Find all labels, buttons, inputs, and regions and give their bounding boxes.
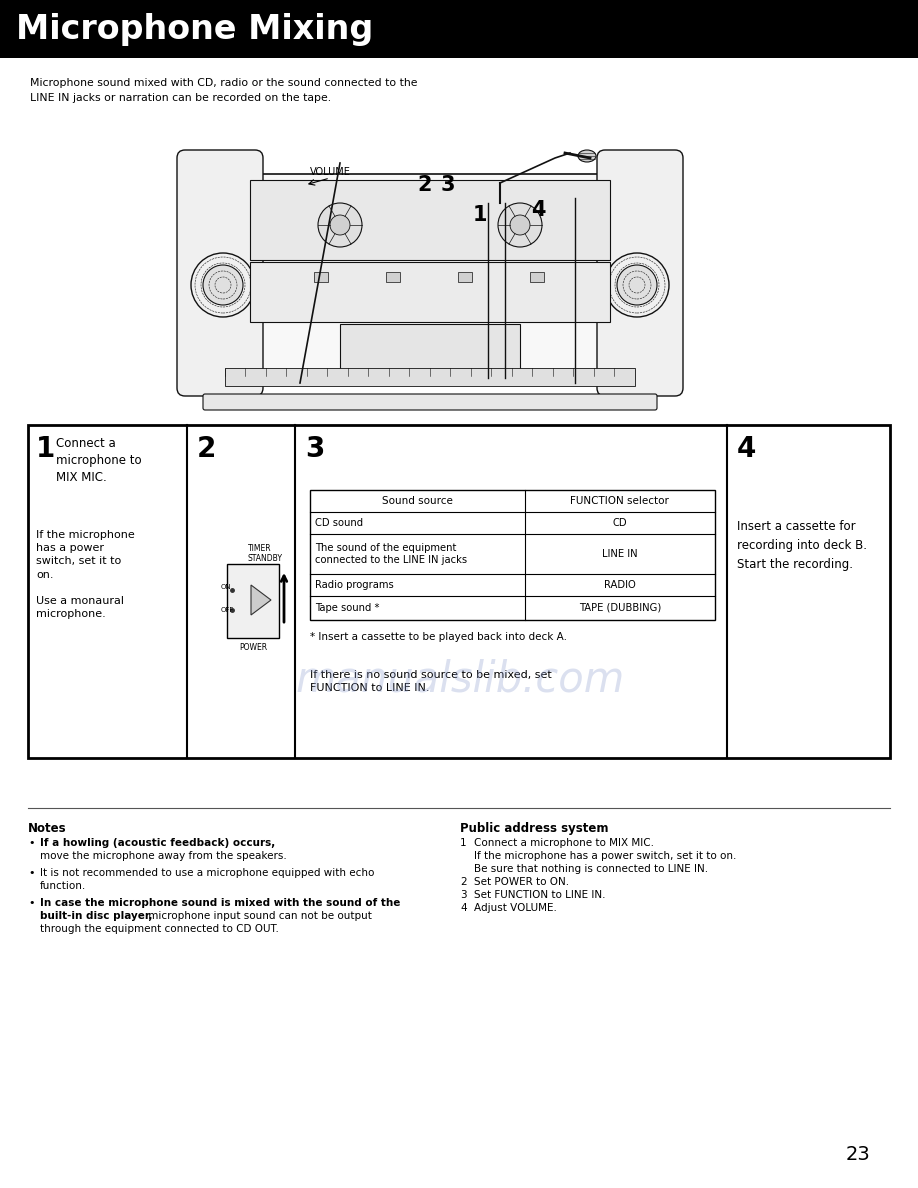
Text: In case the microphone sound is mixed with the sound of the: In case the microphone sound is mixed wi…	[40, 898, 400, 908]
Circle shape	[191, 253, 255, 317]
Text: 1: 1	[473, 206, 487, 225]
Text: move the microphone away from the speakers.: move the microphone away from the speake…	[40, 851, 286, 861]
Text: Tape sound *: Tape sound *	[315, 604, 379, 613]
Text: Connect a microphone to MIX MIC.: Connect a microphone to MIX MIC.	[474, 838, 654, 848]
Text: •: •	[28, 898, 35, 908]
Text: 4: 4	[737, 435, 756, 463]
Bar	[250, 181, 610, 260]
Text: 23: 23	[845, 1145, 870, 1164]
Text: manualslib.com: manualslib.com	[296, 659, 624, 701]
Text: OFF: OFF	[221, 607, 234, 613]
Text: It is not recommended to use a microphone equipped with echo: It is not recommended to use a microphon…	[40, 868, 375, 878]
Circle shape	[330, 215, 350, 235]
Circle shape	[203, 265, 243, 305]
FancyBboxPatch shape	[597, 150, 683, 396]
Text: RADIO: RADIO	[604, 580, 635, 590]
Text: TAPE (DUBBING): TAPE (DUBBING)	[578, 604, 661, 613]
Text: If the microphone
has a power
switch, set it to
on.

Use a monaural
microphone.: If the microphone has a power switch, se…	[36, 530, 135, 619]
Text: ON: ON	[221, 584, 231, 590]
Text: CD: CD	[612, 518, 627, 527]
Text: 4: 4	[531, 200, 545, 220]
Bar	[0, 0, 918, 58]
Text: POWER: POWER	[239, 643, 267, 652]
Text: Set POWER to ON.: Set POWER to ON.	[474, 877, 569, 887]
Text: FUNCTION selector: FUNCTION selector	[570, 497, 669, 506]
Bar	[28, 425, 890, 758]
Text: Insert a cassette for
recording into deck B.
Start the recording.: Insert a cassette for recording into dec…	[737, 520, 867, 571]
Text: TIMER
STANDBY: TIMER STANDBY	[248, 544, 283, 563]
FancyBboxPatch shape	[203, 394, 657, 410]
Text: 4: 4	[460, 903, 466, 914]
Text: The sound of the equipment
connected to the LINE IN jacks: The sound of the equipment connected to …	[315, 543, 467, 565]
Text: If a howling (acoustic feedback) occurs,: If a howling (acoustic feedback) occurs,	[40, 838, 275, 848]
Text: Sound source: Sound source	[382, 497, 453, 506]
Circle shape	[318, 203, 362, 247]
Text: 2: 2	[197, 435, 217, 463]
Bar	[386, 272, 400, 282]
Circle shape	[617, 265, 657, 305]
Ellipse shape	[578, 150, 596, 162]
Text: CD sound: CD sound	[315, 518, 364, 527]
Text: Connect a
microphone to
MIX MIC.: Connect a microphone to MIX MIC.	[56, 437, 141, 484]
Bar	[250, 263, 610, 322]
Bar	[340, 324, 520, 379]
Text: VOLUME: VOLUME	[309, 168, 351, 177]
FancyBboxPatch shape	[177, 150, 263, 396]
Text: Public address system: Public address system	[460, 822, 609, 835]
Text: If the microphone has a power switch, set it to on.: If the microphone has a power switch, se…	[474, 851, 736, 861]
Text: Radio programs: Radio programs	[315, 580, 394, 590]
Polygon shape	[251, 584, 271, 615]
Text: LINE IN jacks or narration can be recorded on the tape.: LINE IN jacks or narration can be record…	[30, 93, 331, 103]
Text: •: •	[28, 868, 35, 878]
Text: 1: 1	[36, 435, 55, 463]
Text: Adjust VOLUME.: Adjust VOLUME.	[474, 903, 557, 914]
Text: 2: 2	[418, 175, 432, 195]
Bar	[458, 272, 472, 282]
Text: 3: 3	[460, 890, 466, 901]
FancyBboxPatch shape	[236, 173, 624, 377]
Bar	[225, 368, 635, 386]
Text: Notes: Notes	[28, 822, 67, 835]
Text: 3: 3	[305, 435, 324, 463]
Bar	[310, 489, 715, 620]
Text: * Insert a cassette to be played back into deck A.: * Insert a cassette to be played back in…	[310, 632, 567, 642]
Text: If there is no sound source to be mixed, set
FUNCTION to LINE IN.: If there is no sound source to be mixed,…	[310, 670, 552, 694]
Text: 1: 1	[460, 838, 466, 848]
Circle shape	[498, 203, 542, 247]
Text: Set FUNCTION to LINE IN.: Set FUNCTION to LINE IN.	[474, 890, 606, 901]
Bar	[314, 272, 328, 282]
Text: 3: 3	[441, 175, 455, 195]
Circle shape	[605, 253, 669, 317]
Text: function.: function.	[40, 881, 86, 891]
Text: 2: 2	[460, 877, 466, 887]
Text: Microphone Mixing: Microphone Mixing	[16, 13, 374, 45]
Text: microphone input sound can not be output: microphone input sound can not be output	[145, 911, 372, 921]
Text: Microphone sound mixed with CD, radio or the sound connected to the: Microphone sound mixed with CD, radio or…	[30, 78, 418, 88]
Text: LINE IN: LINE IN	[602, 549, 638, 560]
Circle shape	[510, 215, 530, 235]
Text: •: •	[28, 838, 35, 848]
FancyBboxPatch shape	[227, 564, 279, 638]
Text: Be sure that nothing is connected to LINE IN.: Be sure that nothing is connected to LIN…	[474, 864, 708, 874]
Text: built-in disc player,: built-in disc player,	[40, 911, 152, 921]
Text: through the equipment connected to CD OUT.: through the equipment connected to CD OU…	[40, 924, 279, 934]
Bar	[530, 272, 544, 282]
